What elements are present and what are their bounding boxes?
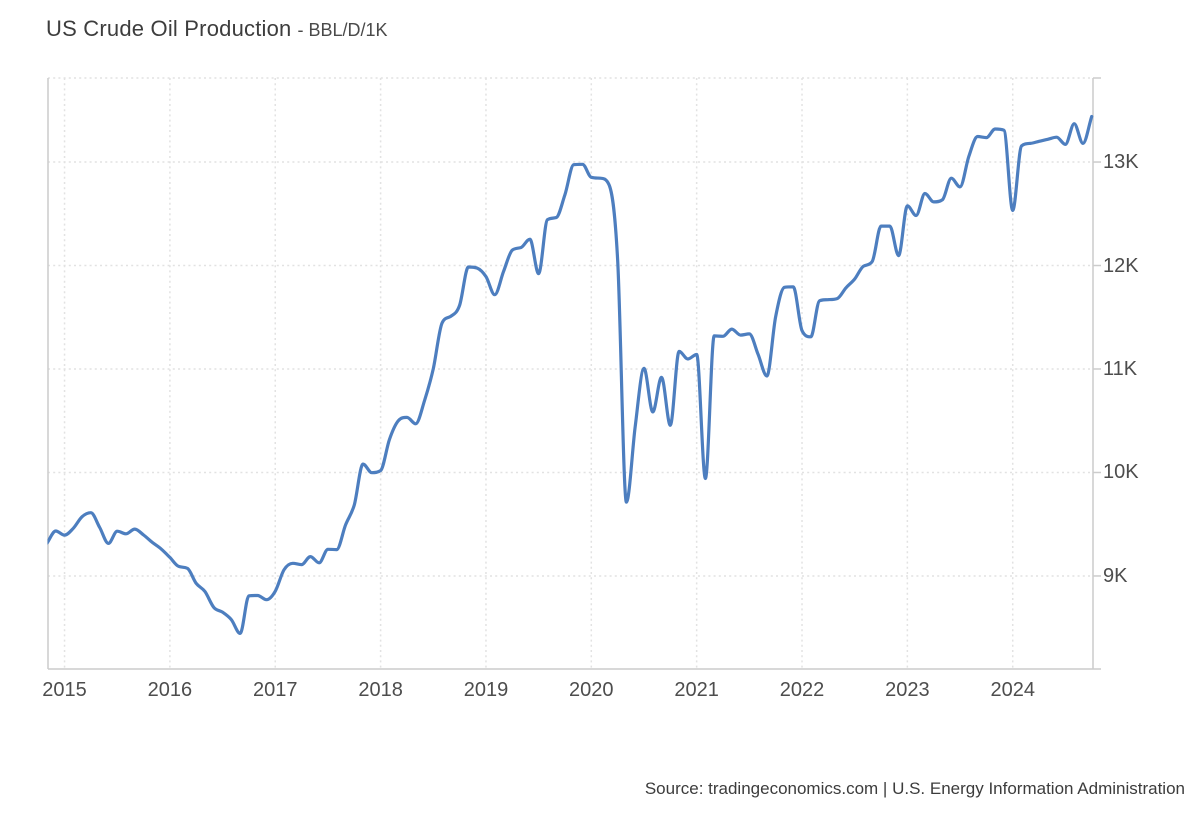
x-axis-label: 2015 <box>42 679 87 701</box>
y-axis-label: 12K <box>1103 254 1139 277</box>
y-axis-label: 9K <box>1103 564 1128 587</box>
x-axis-label: 2018 <box>358 679 403 701</box>
y-axis-label: 13K <box>1103 151 1139 174</box>
x-axis-label: 2017 <box>252 679 298 701</box>
production-series-line <box>47 114 1094 635</box>
x-axis-label: 2023 <box>885 679 930 701</box>
x-axis-label: 2016 <box>147 679 193 701</box>
x-axis-label: 2022 <box>779 679 825 701</box>
x-axis-label: 2021 <box>674 679 719 701</box>
x-axis-label: 2019 <box>463 679 509 701</box>
chart-title: US Crude Oil Production - BBL/D/1K <box>46 16 388 42</box>
x-axis-label: 2024 <box>990 679 1035 701</box>
y-axis-label: 10K <box>1103 461 1139 484</box>
chart-title-main: US Crude Oil Production <box>46 16 292 41</box>
source-attribution: Source: tradingeconomics.com | U.S. Ener… <box>644 779 1185 798</box>
x-axis-label: 2020 <box>569 679 614 701</box>
chart-title-unit: - BBL/D/1K <box>297 20 388 40</box>
y-axis-label: 11K <box>1103 357 1138 380</box>
